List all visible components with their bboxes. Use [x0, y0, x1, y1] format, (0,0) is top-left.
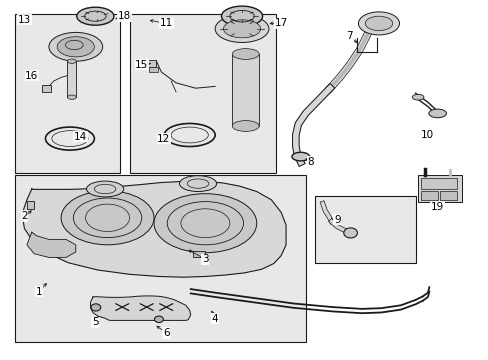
Ellipse shape	[67, 59, 76, 63]
Bar	[149, 67, 158, 72]
Ellipse shape	[365, 16, 392, 31]
Ellipse shape	[428, 109, 446, 118]
Bar	[193, 251, 205, 257]
Bar	[420, 178, 456, 189]
Bar	[41, 85, 51, 92]
Text: 19: 19	[430, 202, 444, 212]
Bar	[15, 175, 305, 342]
Ellipse shape	[86, 181, 123, 197]
Bar	[67, 61, 76, 97]
Polygon shape	[22, 181, 285, 277]
Text: 3: 3	[202, 254, 208, 264]
Bar	[15, 14, 120, 173]
Ellipse shape	[223, 20, 260, 38]
Ellipse shape	[232, 121, 259, 131]
Text: 6: 6	[163, 328, 169, 338]
Ellipse shape	[343, 228, 357, 238]
Text: 12: 12	[157, 134, 170, 144]
Ellipse shape	[232, 49, 259, 59]
Ellipse shape	[77, 7, 114, 25]
Text: 10: 10	[421, 130, 433, 140]
Text: 1: 1	[36, 287, 42, 297]
Ellipse shape	[154, 316, 163, 323]
Text: 9: 9	[333, 215, 340, 225]
Ellipse shape	[179, 176, 216, 192]
Ellipse shape	[154, 194, 256, 253]
Ellipse shape	[91, 304, 101, 311]
Ellipse shape	[411, 94, 423, 100]
Text: 13: 13	[18, 15, 31, 25]
Text: 14: 14	[74, 132, 87, 142]
Text: 8: 8	[306, 157, 313, 167]
Text: 5: 5	[92, 317, 99, 327]
Ellipse shape	[57, 37, 94, 57]
Ellipse shape	[291, 152, 309, 161]
Text: 2: 2	[21, 211, 28, 221]
Bar	[144, 60, 156, 67]
Text: 7: 7	[346, 31, 352, 41]
Ellipse shape	[358, 12, 399, 35]
Ellipse shape	[49, 32, 102, 61]
Bar	[439, 191, 456, 200]
Text: 16: 16	[25, 71, 39, 81]
Text: 11: 11	[159, 18, 173, 28]
Bar	[27, 201, 34, 209]
Text: 15: 15	[135, 60, 148, 70]
Polygon shape	[27, 232, 76, 257]
Text: 17: 17	[274, 18, 287, 28]
Bar	[315, 196, 415, 263]
Ellipse shape	[221, 6, 262, 26]
Text: 18: 18	[118, 11, 131, 21]
Text: 4: 4	[211, 314, 218, 324]
Ellipse shape	[215, 15, 268, 42]
Ellipse shape	[67, 95, 76, 99]
Ellipse shape	[61, 191, 154, 245]
Bar	[417, 175, 461, 202]
Bar	[129, 14, 276, 173]
Bar	[420, 191, 437, 200]
Polygon shape	[90, 296, 190, 320]
Bar	[232, 54, 259, 126]
